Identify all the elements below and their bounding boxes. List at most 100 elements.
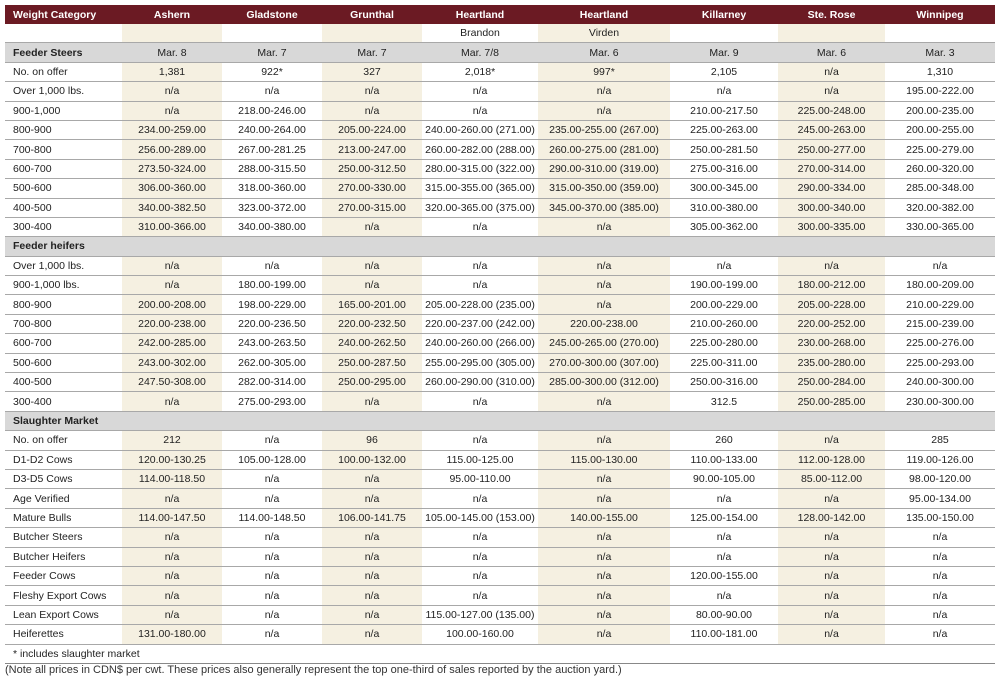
price-cell: 230.00-268.00 (778, 333, 885, 354)
price-cell: n/a (778, 430, 885, 451)
price-cell: 267.00-281.25 (222, 139, 322, 160)
row-label: Over 1,000 lbs. (5, 256, 122, 277)
row-label: 400-500 (5, 198, 122, 218)
price-cell: 260.00-275.00 (281.00) (538, 139, 670, 160)
sale-date: Mar. 7/8 (422, 42, 538, 63)
price-cell: n/a (322, 256, 422, 277)
column-header: Heartland (422, 5, 538, 24)
table-row: Butcher Heifers n/a n/a n/a n/a n/a n/a n/a n/a (5, 547, 995, 567)
price-cell: 245.00-263.00 (778, 120, 885, 141)
price-cell: n/a (222, 256, 322, 277)
price-cell: n/a (885, 566, 995, 587)
sale-date (538, 236, 670, 257)
price-cell: n/a (538, 391, 670, 412)
sale-date: Mar. 3 (885, 42, 995, 63)
section-header: Feeder heifers (5, 236, 995, 257)
price-cell: 200.00-255.00 (885, 120, 995, 141)
price-cell: n/a (122, 547, 222, 567)
row-label: No. on offer (5, 430, 122, 451)
subheader-row: Brandon Virden (5, 24, 995, 44)
price-cell: 128.00-142.00 (778, 508, 885, 529)
price-cell: 200.00-208.00 (122, 294, 222, 315)
price-cell: n/a (538, 585, 670, 606)
price-cell: 315.00-350.00 (359.00) (538, 178, 670, 199)
price-cell: n/a (122, 605, 222, 626)
price-cell: 345.00-370.00 (385.00) (538, 198, 670, 218)
price-cell: 275.00-293.00 (222, 391, 322, 412)
price-cell: 225.00-263.00 (670, 120, 778, 141)
price-cell: 210.00-229.00 (885, 294, 995, 315)
price-cell: 225.00-280.00 (670, 333, 778, 354)
table-row: Mature Bulls 114.00-147.50 114.00-148.50 10… (5, 508, 995, 529)
sale-date (778, 411, 885, 432)
price-cell: 212 (122, 430, 222, 451)
table-row: Over 1,000 lbs. n/a n/a n/a n/a n/a n/a n/a 195.… (5, 81, 995, 102)
price-cell: 225.00-311.00 (670, 353, 778, 374)
price-cell: 225.00-276.00 (885, 333, 995, 354)
price-cell: n/a (670, 256, 778, 277)
price-cell: 306.00-360.00 (122, 178, 222, 199)
price-cell: 119.00-126.00 (885, 450, 995, 470)
column-header: Heartland (538, 5, 670, 24)
column-header: Ashern (122, 5, 222, 24)
column-header: Gladstone (222, 5, 322, 24)
price-cell: n/a (538, 430, 670, 451)
price-cell: 243.00-263.50 (222, 333, 322, 354)
price-cell: 220.00-232.50 (322, 314, 422, 335)
price-cell: 312.5 (670, 391, 778, 412)
price-cell: 255.00-295.00 (305.00) (422, 353, 538, 374)
price-cell: 282.00-314.00 (222, 372, 322, 393)
price-cell: 112.00-128.00 (778, 450, 885, 470)
price-cell: n/a (222, 81, 322, 102)
row-label: Heiferettes (5, 624, 122, 645)
sale-date (122, 236, 222, 257)
price-cell: n/a (670, 527, 778, 548)
price-cell: 273.50-324.00 (122, 159, 222, 180)
table-row: 600-700 273.50-324.00 288.00-315.50 250.00-… (5, 159, 995, 180)
price-cell: n/a (222, 527, 322, 548)
price-cell: 110.00-133.00 (670, 450, 778, 470)
price-cell: 922* (222, 62, 322, 83)
price-cell: n/a (885, 256, 995, 277)
price-cell: 2,018* (422, 62, 538, 83)
price-cell: n/a (322, 469, 422, 490)
price-cell: 105.00-128.00 (222, 450, 322, 470)
sale-date (885, 411, 995, 432)
price-cell: 310.00-366.00 (122, 217, 222, 238)
location-subheader: Brandon (422, 24, 538, 44)
column-header: Ste. Rose (778, 5, 885, 24)
price-cell: n/a (538, 624, 670, 645)
price-cell: 256.00-289.00 (122, 139, 222, 160)
price-cell: 110.00-181.00 (670, 624, 778, 645)
sale-date: Mar. 7 (322, 42, 422, 63)
table-row: 400-500 247.50-308.00 282.00-314.00 250.00-… (5, 372, 995, 393)
price-cell: n/a (222, 585, 322, 606)
price-cell: 300.00-335.00 (778, 217, 885, 238)
price-cell: n/a (322, 275, 422, 296)
section-title: Feeder heifers (5, 236, 122, 257)
row-label: No. on offer (5, 62, 122, 83)
price-cell: n/a (422, 566, 538, 587)
footnote: * includes slaughter market (5, 644, 995, 664)
price-cell: 240.00-260.00 (271.00) (422, 120, 538, 141)
column-header: Killarney (670, 5, 778, 24)
price-cell: n/a (422, 585, 538, 606)
price-cell: n/a (670, 547, 778, 567)
price-cell: 245.00-265.00 (270.00) (538, 333, 670, 354)
section-header: Slaughter Market (5, 411, 995, 432)
price-cell: 213.00-247.00 (322, 139, 422, 160)
price-cell: 340.00-380.00 (222, 217, 322, 238)
price-cell: 270.00-315.00 (322, 198, 422, 218)
price-cell: 90.00-105.00 (670, 469, 778, 490)
price-cell: 2,105 (670, 62, 778, 83)
price-cell: 235.00-280.00 (778, 353, 885, 374)
table-row: D1-D2 Cows 120.00-130.25 105.00-128.00 100.… (5, 450, 995, 470)
price-cell: 288.00-315.50 (222, 159, 322, 180)
row-label: Butcher Steers (5, 527, 122, 548)
price-cell: n/a (422, 81, 538, 102)
sale-date (422, 236, 538, 257)
price-cell: n/a (122, 527, 222, 548)
price-cell: 114.00-148.50 (222, 508, 322, 529)
sale-date (778, 236, 885, 257)
price-cell: n/a (322, 527, 422, 548)
